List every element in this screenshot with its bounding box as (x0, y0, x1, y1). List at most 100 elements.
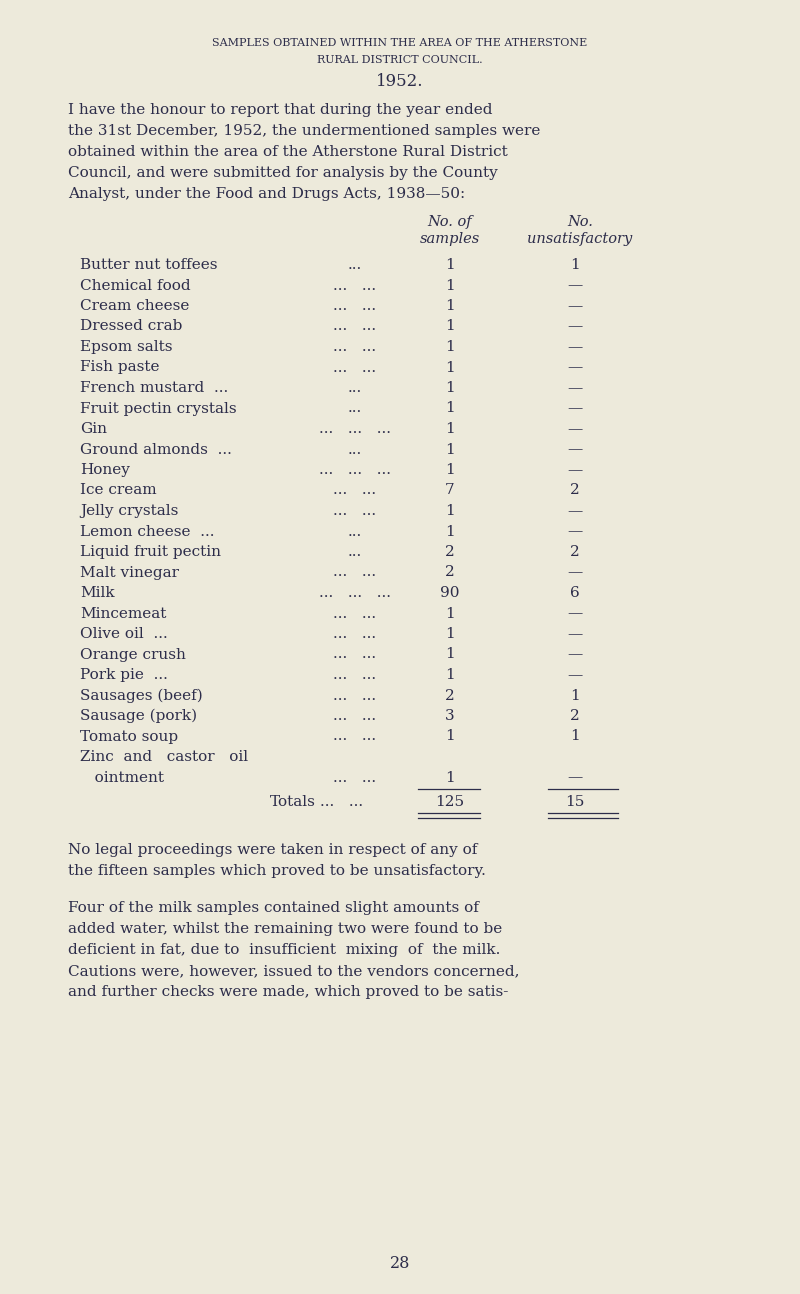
Text: samples: samples (420, 232, 480, 246)
Text: 2: 2 (445, 688, 455, 703)
Text: 1: 1 (445, 668, 455, 682)
Text: —: — (567, 503, 582, 518)
Text: Totals: Totals (270, 795, 316, 809)
Text: ...   ...: ... ... (334, 668, 377, 682)
Text: ...   ...: ... ... (334, 647, 377, 661)
Text: Sausage (pork): Sausage (pork) (80, 709, 197, 723)
Text: Tomato soup: Tomato soup (80, 730, 178, 744)
Text: 1: 1 (445, 647, 455, 661)
Text: the fifteen samples which proved to be unsatisfactory.: the fifteen samples which proved to be u… (68, 864, 486, 879)
Text: —: — (567, 628, 582, 641)
Text: Olive oil  ...: Olive oil ... (80, 628, 168, 641)
Text: ointment: ointment (80, 770, 164, 784)
Text: —: — (567, 320, 582, 334)
Text: ...   ...: ... ... (334, 361, 377, 374)
Text: the 31st December, 1952, the undermentioned samples were: the 31st December, 1952, the undermentio… (68, 124, 540, 138)
Text: 1: 1 (445, 258, 455, 272)
Text: No. of: No. of (428, 215, 472, 229)
Text: 90: 90 (440, 586, 460, 600)
Text: ...   ...: ... ... (334, 278, 377, 292)
Text: 1: 1 (445, 628, 455, 641)
Text: 2: 2 (445, 565, 455, 580)
Text: Dressed crab: Dressed crab (80, 320, 182, 334)
Text: Liquid fruit pectin: Liquid fruit pectin (80, 545, 221, 559)
Text: —: — (567, 340, 582, 355)
Text: 1: 1 (570, 730, 580, 744)
Text: added water, whilst the remaining two were found to be: added water, whilst the remaining two we… (68, 923, 502, 936)
Text: —: — (567, 647, 582, 661)
Text: Gin: Gin (80, 422, 107, 436)
Text: 1: 1 (445, 380, 455, 395)
Text: No legal proceedings were taken in respect of any of: No legal proceedings were taken in respe… (68, 842, 478, 857)
Text: Butter nut toffees: Butter nut toffees (80, 258, 218, 272)
Text: 1: 1 (445, 340, 455, 355)
Text: ...   ...: ... ... (334, 688, 377, 703)
Text: 7: 7 (445, 484, 455, 497)
Text: —: — (567, 361, 582, 374)
Text: —: — (567, 770, 582, 784)
Text: —: — (567, 278, 582, 292)
Text: ...   ...: ... ... (334, 628, 377, 641)
Text: Fruit pectin crystals: Fruit pectin crystals (80, 401, 237, 415)
Text: 1: 1 (570, 688, 580, 703)
Text: Chemical food: Chemical food (80, 278, 190, 292)
Text: ...   ...: ... ... (334, 503, 377, 518)
Text: French mustard  ...: French mustard ... (80, 380, 228, 395)
Text: ...   ...: ... ... (320, 795, 363, 809)
Text: —: — (567, 668, 582, 682)
Text: 1: 1 (445, 607, 455, 621)
Text: 28: 28 (390, 1255, 410, 1272)
Text: 1: 1 (445, 730, 455, 744)
Text: ...: ... (348, 443, 362, 457)
Text: 1: 1 (445, 320, 455, 334)
Text: ...   ...: ... ... (334, 709, 377, 723)
Text: Sausages (beef): Sausages (beef) (80, 688, 202, 703)
Text: ...: ... (348, 380, 362, 395)
Text: 125: 125 (435, 795, 465, 809)
Text: 2: 2 (445, 545, 455, 559)
Text: ...   ...: ... ... (334, 484, 377, 497)
Text: unsatisfactory: unsatisfactory (527, 232, 633, 246)
Text: ...   ...: ... ... (334, 340, 377, 355)
Text: ...   ...   ...: ... ... ... (319, 422, 391, 436)
Text: 3: 3 (445, 709, 455, 723)
Text: Fish paste: Fish paste (80, 361, 159, 374)
Text: deficient in fat, due to  insufficient  mixing  of  the milk.: deficient in fat, due to insufficient mi… (68, 943, 500, 958)
Text: —: — (567, 443, 582, 457)
Text: —: — (567, 565, 582, 580)
Text: 1: 1 (445, 422, 455, 436)
Text: No.: No. (567, 215, 593, 229)
Text: obtained within the area of the Atherstone Rural District: obtained within the area of the Athersto… (68, 145, 508, 159)
Text: Jelly crystals: Jelly crystals (80, 503, 178, 518)
Text: 6: 6 (570, 586, 580, 600)
Text: Lemon cheese  ...: Lemon cheese ... (80, 524, 214, 538)
Text: RURAL DISTRICT COUNCIL.: RURAL DISTRICT COUNCIL. (317, 56, 483, 65)
Text: Cautions were, however, issued to the vendors concerned,: Cautions were, however, issued to the ve… (68, 964, 519, 978)
Text: Council, and were submitted for analysis by the County: Council, and were submitted for analysis… (68, 166, 498, 180)
Text: and further checks were made, which proved to be satis-: and further checks were made, which prov… (68, 985, 508, 999)
Text: SAMPLES OBTAINED WITHIN THE AREA OF THE ATHERSTONE: SAMPLES OBTAINED WITHIN THE AREA OF THE … (212, 38, 588, 48)
Text: —: — (567, 380, 582, 395)
Text: Orange crush: Orange crush (80, 647, 186, 661)
Text: Ground almonds  ...: Ground almonds ... (80, 443, 232, 457)
Text: Epsom salts: Epsom salts (80, 340, 173, 355)
Text: Mincemeat: Mincemeat (80, 607, 166, 621)
Text: ...   ...: ... ... (334, 565, 377, 580)
Text: Pork pie  ...: Pork pie ... (80, 668, 168, 682)
Text: Cream cheese: Cream cheese (80, 299, 190, 313)
Text: ...: ... (348, 258, 362, 272)
Text: Zinc  and   castor   oil: Zinc and castor oil (80, 751, 248, 763)
Text: 1: 1 (445, 278, 455, 292)
Text: 1: 1 (445, 770, 455, 784)
Text: ...   ...: ... ... (334, 770, 377, 784)
Text: —: — (567, 524, 582, 538)
Text: Analyst, under the Food and Drugs Acts, 1938—50:: Analyst, under the Food and Drugs Acts, … (68, 188, 466, 201)
Text: Milk: Milk (80, 586, 114, 600)
Text: —: — (567, 463, 582, 477)
Text: —: — (567, 607, 582, 621)
Text: 1: 1 (570, 258, 580, 272)
Text: I have the honour to report that during the year ended: I have the honour to report that during … (68, 104, 493, 116)
Text: ...   ...   ...: ... ... ... (319, 586, 391, 600)
Text: —: — (567, 401, 582, 415)
Text: ...   ...: ... ... (334, 320, 377, 334)
